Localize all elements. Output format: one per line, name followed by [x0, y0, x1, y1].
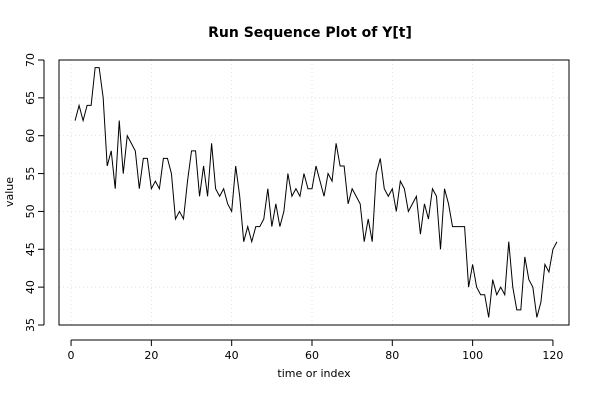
y-tick-label: 65: [24, 91, 37, 105]
x-axis-label: time or index: [277, 367, 351, 380]
y-tick-label: 50: [24, 204, 37, 218]
y-tick-label: 55: [24, 167, 37, 181]
x-tick-label: 120: [542, 349, 563, 362]
plot-frame: [58, 59, 570, 326]
y-axis-label: value: [3, 177, 16, 207]
y-tick-label: 40: [24, 280, 37, 294]
chart-title: Run Sequence Plot of Y[t]: [208, 25, 412, 41]
x-axis: 0 20 40 60 80 100 120: [68, 339, 563, 362]
y-tick-label: 35: [24, 318, 37, 332]
y-tick-label: 45: [24, 242, 37, 256]
y-tick-label: 60: [24, 129, 37, 143]
x-tick-label: 0: [68, 349, 75, 362]
x-tick-label: 100: [462, 349, 483, 362]
series-line: [74, 67, 558, 318]
x-tick-label: 40: [225, 349, 239, 362]
y-axis: 35 40 45 50 55 60 65 70: [24, 53, 45, 332]
x-tick-label: 60: [305, 349, 319, 362]
y-tick-label: 70: [24, 53, 37, 67]
x-tick-label: 80: [385, 349, 399, 362]
x-tick-label: 20: [144, 349, 158, 362]
